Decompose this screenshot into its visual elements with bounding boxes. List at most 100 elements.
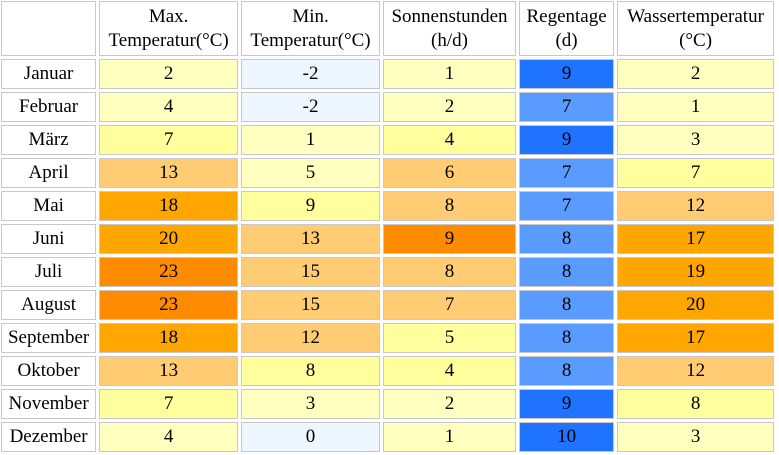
water-temperature-cell: 1 <box>617 92 774 122</box>
rain-days-cell: 9 <box>519 125 615 155</box>
max-temperature-cell: 7 <box>99 389 239 419</box>
rain-days-cell: 8 <box>519 257 615 287</box>
rain-days-cell: 9 <box>519 389 615 419</box>
sunshine-hours-cell: 1 <box>382 59 516 89</box>
max-temperature-cell: 20 <box>99 224 239 254</box>
table-body: Januar 2 -2 1 9 2 Februar 4 -2 2 7 1 März 7 1 4 9 3 April 1… <box>1 59 774 452</box>
water-temperature-cell: 3 <box>617 125 774 155</box>
max-temperature-cell: 23 <box>99 257 239 287</box>
table-row: Dezember 4 0 1 10 3 <box>1 422 774 452</box>
min-temperature-cell: -2 <box>241 59 380 89</box>
water-temperature-cell: 8 <box>617 389 774 419</box>
min-temperature-cell: 9 <box>241 191 380 221</box>
table-row: Januar 2 -2 1 9 2 <box>1 59 774 89</box>
header-sunshine-hours: Sonnenstunden (h/d) <box>382 1 516 56</box>
water-temperature-cell: 12 <box>617 356 774 386</box>
month-label: März <box>1 125 97 155</box>
sunshine-hours-cell: 8 <box>382 257 516 287</box>
header-line1: Min. <box>292 5 329 27</box>
header-line1: Max. <box>148 5 189 27</box>
header-max-temperature: Max. Temperatur(°C) <box>99 1 239 56</box>
sunshine-hours-cell: 4 <box>382 125 516 155</box>
water-temperature-cell: 17 <box>617 323 774 353</box>
table-row: Februar 4 -2 2 7 1 <box>1 92 774 122</box>
min-temperature-cell: 13 <box>241 224 380 254</box>
max-temperature-cell: 18 <box>99 191 239 221</box>
sunshine-hours-cell: 2 <box>382 92 516 122</box>
month-label: April <box>1 158 97 188</box>
month-label: Juni <box>1 224 97 254</box>
sunshine-hours-cell: 1 <box>382 422 516 452</box>
table-row: März 7 1 4 9 3 <box>1 125 774 155</box>
header-line2: (d) <box>555 29 578 51</box>
min-temperature-cell: 15 <box>241 257 380 287</box>
header-rain-days: Regentage (d) <box>519 1 615 56</box>
min-temperature-cell: -2 <box>241 92 380 122</box>
table-row: November 7 3 2 9 8 <box>1 389 774 419</box>
sunshine-hours-cell: 8 <box>382 191 516 221</box>
water-temperature-cell: 3 <box>617 422 774 452</box>
rain-days-cell: 7 <box>519 158 615 188</box>
min-temperature-cell: 15 <box>241 290 380 320</box>
header-line1: Wassertemperatur <box>627 5 764 27</box>
header-line1: Regentage <box>526 5 607 27</box>
table-row: September 18 12 5 8 17 <box>1 323 774 353</box>
month-label: Mai <box>1 191 97 221</box>
water-temperature-cell: 7 <box>617 158 774 188</box>
table-row: Oktober 13 8 4 8 12 <box>1 356 774 386</box>
table-row: April 13 5 6 7 7 <box>1 158 774 188</box>
min-temperature-cell: 0 <box>241 422 380 452</box>
month-label: August <box>1 290 97 320</box>
month-label: November <box>1 389 97 419</box>
rain-days-cell: 7 <box>519 191 615 221</box>
header-line1: Sonnenstunden <box>391 5 508 27</box>
month-label: Oktober <box>1 356 97 386</box>
water-temperature-cell: 2 <box>617 59 774 89</box>
water-temperature-cell: 19 <box>617 257 774 287</box>
rain-days-cell: 9 <box>519 59 615 89</box>
sunshine-hours-cell: 2 <box>382 389 516 419</box>
water-temperature-cell: 12 <box>617 191 774 221</box>
month-label: Februar <box>1 92 97 122</box>
header-min-temperature: Min. Temperatur(°C) <box>241 1 380 56</box>
header-line2: (h/d) <box>431 29 468 51</box>
table-row: Juli 23 15 8 8 19 <box>1 257 774 287</box>
table-row: Juni 20 13 9 8 17 <box>1 224 774 254</box>
max-temperature-cell: 2 <box>99 59 239 89</box>
header-corner <box>1 1 97 56</box>
min-temperature-cell: 3 <box>241 389 380 419</box>
sunshine-hours-cell: 7 <box>382 290 516 320</box>
rain-days-cell: 8 <box>519 356 615 386</box>
month-label: Januar <box>1 59 97 89</box>
sunshine-hours-cell: 9 <box>382 224 516 254</box>
rain-days-cell: 7 <box>519 92 615 122</box>
header-line2: Temperatur(°C) <box>108 29 229 51</box>
header-line2: (°C) <box>679 29 713 51</box>
max-temperature-cell: 23 <box>99 290 239 320</box>
table-row: August 23 15 7 8 20 <box>1 290 774 320</box>
max-temperature-cell: 7 <box>99 125 239 155</box>
table-row: Mai 18 9 8 7 12 <box>1 191 774 221</box>
month-label: Dezember <box>1 422 97 452</box>
max-temperature-cell: 13 <box>99 158 239 188</box>
max-temperature-cell: 13 <box>99 356 239 386</box>
month-label: Juli <box>1 257 97 287</box>
header-water-temperature: Wassertemperatur (°C) <box>617 1 774 56</box>
month-label: September <box>1 323 97 353</box>
max-temperature-cell: 4 <box>99 422 239 452</box>
header-line2: Temperatur(°C) <box>250 29 371 51</box>
sunshine-hours-cell: 4 <box>382 356 516 386</box>
rain-days-cell: 10 <box>519 422 615 452</box>
sunshine-hours-cell: 6 <box>382 158 516 188</box>
min-temperature-cell: 5 <box>241 158 380 188</box>
water-temperature-cell: 20 <box>617 290 774 320</box>
rain-days-cell: 8 <box>519 224 615 254</box>
rain-days-cell: 8 <box>519 323 615 353</box>
max-temperature-cell: 4 <box>99 92 239 122</box>
max-temperature-cell: 18 <box>99 323 239 353</box>
header-row: Max. Temperatur(°C) Min. Temperatur(°C) So… <box>1 1 774 56</box>
min-temperature-cell: 1 <box>241 125 380 155</box>
water-temperature-cell: 17 <box>617 224 774 254</box>
sunshine-hours-cell: 5 <box>382 323 516 353</box>
